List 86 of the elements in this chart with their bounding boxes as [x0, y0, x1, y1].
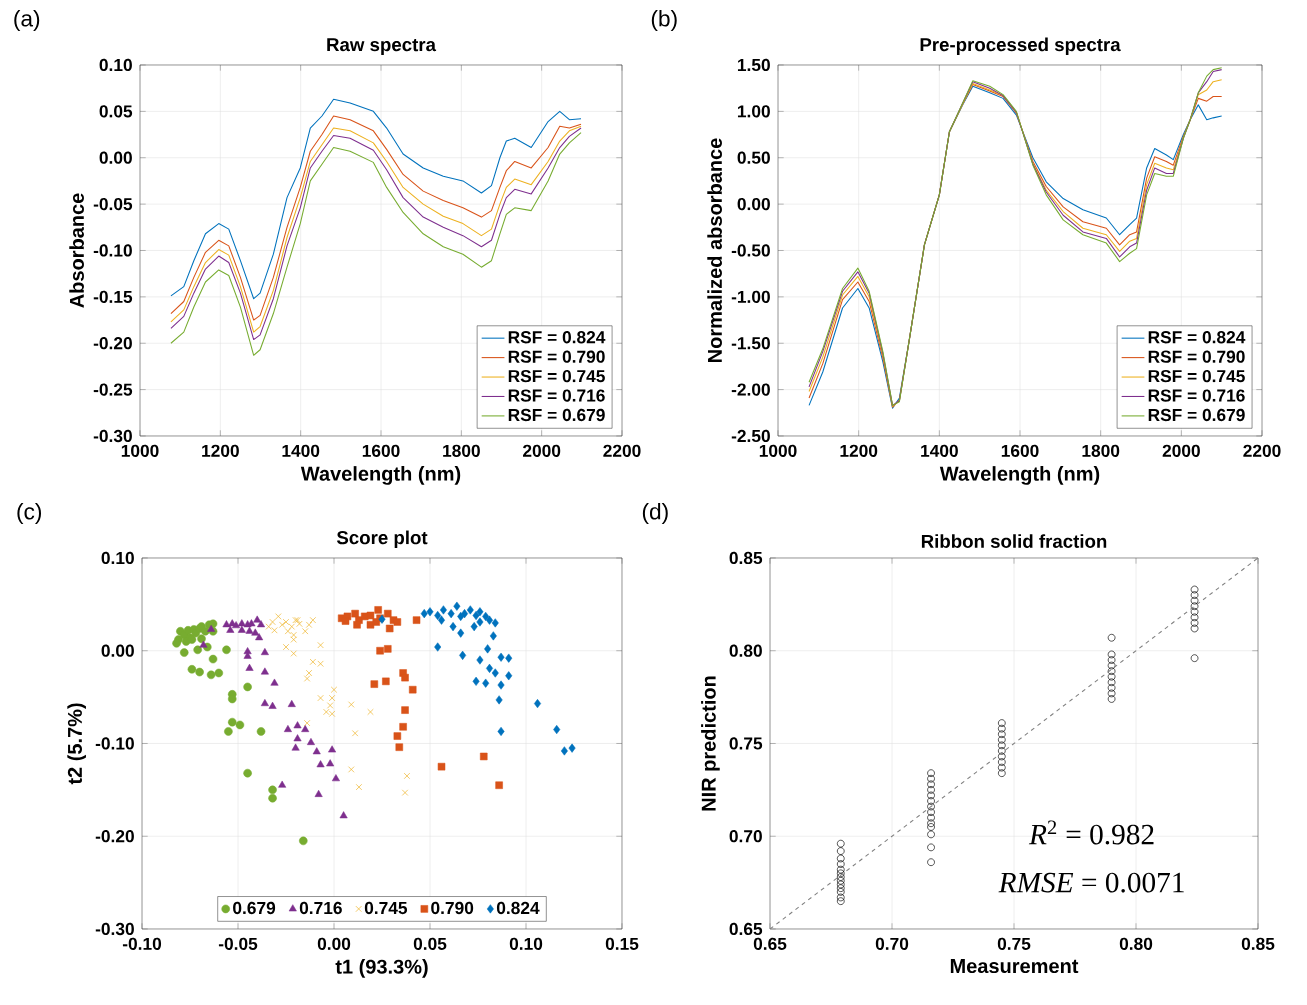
y-tick-label: 0.05: [99, 105, 133, 118]
x-tick-label: 2200: [1243, 444, 1281, 457]
y-tick-label: -2.00: [731, 383, 770, 396]
x-tick-label: 1400: [921, 444, 958, 457]
y-tick-label: -0.30: [93, 429, 132, 443]
x-tick-label: 0.80: [1119, 937, 1153, 950]
legend-label: 0.745: [364, 901, 408, 915]
legend-label: 0.790: [431, 901, 474, 915]
x-axis-title: t1 (93.3%): [335, 959, 428, 978]
legend-label: RSF = 0.824: [508, 331, 606, 344]
x-tick-label: 0.10: [509, 937, 543, 950]
x-tick-label: 1400: [282, 444, 320, 457]
x-axis-title: Wavelength (nm): [939, 466, 1100, 485]
y-tick-label: -0.10: [95, 737, 134, 750]
chart-title: Raw spectra: [327, 38, 437, 55]
x-tick-label: 2200: [603, 444, 641, 457]
legend-label: 0.716: [299, 901, 342, 915]
x-tick-label: 0.75: [997, 937, 1031, 950]
x-tick-label: 0.70: [875, 937, 909, 950]
x-tick-label: 0.85: [1241, 937, 1275, 950]
x-tick-label: 2000: [523, 444, 561, 457]
y-tick-label: -1.00: [731, 290, 770, 303]
y-tick-label: -0.30: [95, 922, 134, 936]
y-tick-label: 0.10: [101, 551, 134, 565]
y-tick-label: 0.65: [729, 922, 763, 936]
text: (b): [651, 9, 677, 32]
x-tick-label: 1200: [202, 444, 239, 457]
x-tick-label: 1200: [840, 444, 878, 457]
y-tick-label: 0.85: [729, 551, 763, 565]
legend-label: RSF = 0.716: [1148, 389, 1245, 402]
chart-title: Pre-processed spectra: [920, 37, 1121, 55]
y-tick-label: 0.10: [99, 58, 132, 72]
y-tick-label: 0.70: [729, 830, 762, 843]
x-tick-label: 1000: [759, 444, 797, 457]
y-axis-title: NIR prediction: [701, 676, 720, 811]
x-tick-label: 0.15: [605, 937, 639, 950]
text: (a): [14, 9, 40, 32]
x-axis-title: Measurement: [950, 959, 1079, 974]
legend-label: RSF = 0.745: [508, 369, 605, 383]
y-tick-label: 0.75: [729, 737, 763, 750]
x-tick-label: 0.05: [413, 937, 447, 950]
legend-label: RSF = 0.679: [508, 408, 605, 422]
x-tick-label: -0.10: [122, 937, 162, 950]
y-tick-label: -0.20: [93, 337, 132, 350]
y-axis-title: t2 (5.7%): [67, 703, 86, 785]
x-tick-label: 0.65: [753, 937, 787, 950]
x-axis-title: Wavelength (nm): [300, 466, 461, 485]
x-tick-label: 1600: [362, 444, 400, 457]
y-tick-label: -0.25: [93, 383, 133, 396]
x-tick-label: 1800: [1082, 444, 1120, 457]
chart-title: Score plot: [336, 530, 428, 548]
legend-label: RSF = 0.790: [1148, 350, 1245, 363]
y-tick-label: -0.05: [93, 197, 133, 211]
annotation: R$^{2}$ = 0.982: [1028, 820, 1154, 845]
legend-label: RSF = 0.745: [1148, 369, 1245, 383]
x-tick-label: 1600: [1001, 444, 1039, 457]
legend-label: 0.679: [233, 901, 276, 915]
y-tick-label: 1.50: [737, 58, 770, 72]
x-tick-label: 1800: [443, 444, 480, 457]
y-tick-label: 0.50: [737, 151, 770, 164]
y-tick-label: -0.15: [93, 290, 133, 303]
legend-label: RSF = 0.790: [508, 350, 605, 363]
y-axis-title: Normalized absorbance: [707, 138, 722, 362]
y-tick-label: 0.00: [99, 151, 132, 164]
x-tick-label: 2000: [1162, 444, 1200, 457]
x-tick-label: 0.00: [317, 937, 351, 950]
y-tick-label: 0.00: [737, 197, 770, 211]
legend-label: RSF = 0.679: [1148, 408, 1245, 422]
legend-label: 0.824: [496, 901, 540, 915]
x-tick-label: 1000: [121, 444, 159, 457]
chart-title: Ribbon solid fraction: [921, 534, 1107, 548]
annotation: RMSE = 0.0071: [998, 872, 1184, 893]
y-tick-label: -2.50: [731, 429, 770, 443]
y-axis-title: Absorbance: [69, 193, 84, 308]
x-tick-label: -0.05: [218, 937, 258, 950]
legend-label: RSF = 0.716: [508, 389, 605, 402]
y-tick-label: -0.50: [731, 244, 770, 257]
y-tick-label: 0.00: [101, 644, 134, 657]
text: (d): [642, 502, 668, 525]
y-tick-label: -0.20: [95, 830, 134, 843]
legend-label: RSF = 0.824: [1148, 331, 1246, 344]
y-tick-label: 1.00: [737, 105, 770, 118]
y-tick-label: 0.80: [729, 644, 762, 657]
text: (c): [17, 502, 42, 525]
y-tick-label: -0.10: [93, 244, 132, 257]
y-tick-label: -1.50: [731, 337, 770, 350]
